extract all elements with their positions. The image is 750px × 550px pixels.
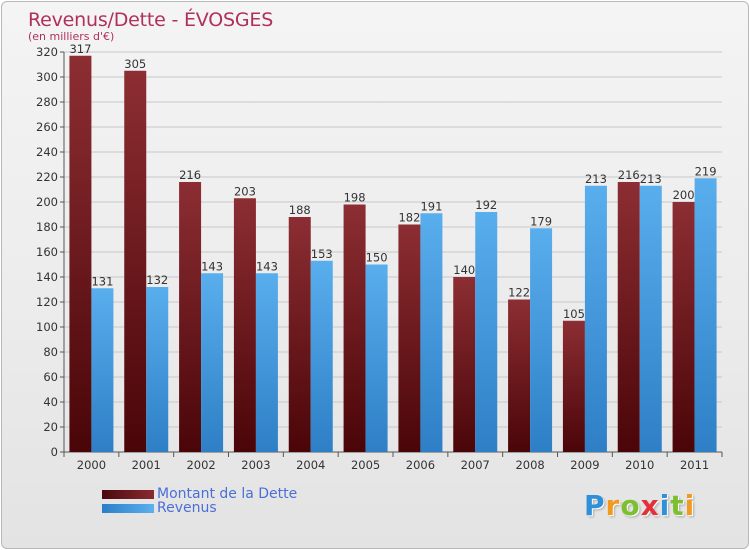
bar-revenue bbox=[584, 185, 607, 452]
legend-label-debt: Montant de la Dette bbox=[157, 486, 298, 502]
data-label-revenue: 131 bbox=[91, 274, 113, 288]
logo-letter: r bbox=[605, 489, 621, 522]
data-label-debt: 200 bbox=[673, 188, 695, 202]
y-tick-label: 80 bbox=[43, 345, 58, 359]
data-label-revenue: 219 bbox=[695, 164, 717, 178]
data-label-revenue: 143 bbox=[201, 259, 223, 273]
bar-debt bbox=[343, 204, 366, 452]
y-tick-label: 100 bbox=[36, 320, 58, 334]
y-tick-label: 200 bbox=[36, 195, 58, 209]
y-tick-label: 180 bbox=[36, 220, 58, 234]
data-label-revenue: 192 bbox=[475, 198, 497, 212]
bar-debt bbox=[124, 70, 147, 452]
bar-revenue bbox=[201, 273, 224, 452]
chart-subtitle: (en milliers d'€) bbox=[28, 30, 115, 43]
axis-layer: 0 20 40 60 80 100 120 140 160 180 200 220 240 260 280 3… bbox=[36, 45, 723, 472]
y-tick-label: 140 bbox=[36, 270, 58, 284]
bar-revenue bbox=[365, 264, 388, 452]
x-tick-label: 2005 bbox=[351, 458, 380, 472]
data-label-debt: 198 bbox=[344, 191, 366, 205]
logo-letter: i bbox=[684, 489, 696, 522]
bar-revenue bbox=[639, 185, 662, 452]
x-tick-label: 2002 bbox=[186, 458, 215, 472]
bars-layer bbox=[69, 55, 717, 452]
y-tick-label: 240 bbox=[36, 145, 58, 159]
data-label-revenue: 213 bbox=[640, 172, 662, 186]
bar-debt bbox=[233, 198, 256, 452]
legend-swatch-debt bbox=[102, 490, 154, 499]
y-tick-label: 220 bbox=[36, 170, 58, 184]
data-label-revenue: 213 bbox=[585, 172, 607, 186]
data-label-debt: 216 bbox=[179, 168, 201, 182]
bar-debt bbox=[617, 182, 640, 452]
x-tick-label: 2007 bbox=[461, 458, 490, 472]
y-tick-label: 320 bbox=[36, 45, 58, 59]
bar-revenue bbox=[91, 288, 114, 452]
data-label-revenue: 150 bbox=[366, 251, 388, 265]
x-tick-label: 2003 bbox=[241, 458, 270, 472]
x-tick-label: 2008 bbox=[515, 458, 544, 472]
grid-layer bbox=[64, 51, 722, 453]
data-label-debt: 216 bbox=[618, 168, 640, 182]
y-tick-label: 280 bbox=[36, 95, 58, 109]
proxiti-logo: Proxiti bbox=[584, 489, 695, 522]
y-tick-label: 0 bbox=[51, 445, 58, 459]
bar-debt bbox=[398, 224, 421, 452]
x-tick-label: 2011 bbox=[680, 458, 709, 472]
bar-debt bbox=[508, 299, 531, 452]
legend-swatch-revenue bbox=[102, 504, 154, 513]
bar-revenue bbox=[694, 178, 717, 452]
y-tick-label: 160 bbox=[36, 245, 58, 259]
data-label-revenue: 132 bbox=[146, 273, 168, 287]
chart-title: Revenus/Dette - ÉVOSGES bbox=[28, 9, 274, 31]
data-label-debt: 140 bbox=[453, 263, 475, 277]
data-label-debt: 203 bbox=[234, 184, 256, 198]
data-label-revenue: 153 bbox=[311, 247, 333, 261]
logo-letter: t bbox=[670, 489, 685, 522]
y-tick-label: 40 bbox=[43, 395, 58, 409]
data-label-debt: 182 bbox=[398, 211, 420, 225]
data-label-revenue: 191 bbox=[420, 199, 442, 213]
y-tick-label: 60 bbox=[43, 370, 58, 384]
data-label-revenue: 143 bbox=[256, 259, 278, 273]
logo-letter: x bbox=[640, 489, 660, 522]
bar-debt bbox=[69, 55, 92, 452]
bar-revenue bbox=[530, 228, 553, 452]
y-tick-label: 20 bbox=[43, 420, 58, 434]
bar-revenue bbox=[310, 260, 333, 452]
x-tick-label: 2010 bbox=[625, 458, 654, 472]
bar-debt bbox=[453, 277, 476, 452]
bar-revenue bbox=[146, 287, 169, 452]
bar-revenue bbox=[475, 212, 498, 452]
x-tick-label: 2001 bbox=[132, 458, 161, 472]
x-tick-label: 2009 bbox=[570, 458, 599, 472]
data-label-debt: 122 bbox=[508, 286, 530, 300]
bar-revenue bbox=[420, 213, 443, 452]
x-tick-label: 2004 bbox=[296, 458, 325, 472]
bar-debt bbox=[288, 217, 311, 452]
bar-revenue bbox=[255, 273, 278, 452]
logo-letter: o bbox=[620, 489, 641, 522]
bar-debt bbox=[562, 320, 585, 452]
data-label-revenue: 179 bbox=[530, 214, 552, 228]
legend-label-revenue: Revenus bbox=[157, 500, 217, 516]
y-tick-label: 120 bbox=[36, 295, 58, 309]
logo-letter: P bbox=[584, 489, 606, 522]
x-tick-label: 2000 bbox=[77, 458, 106, 472]
bar-debt bbox=[672, 202, 695, 452]
data-label-debt: 105 bbox=[563, 307, 585, 321]
y-tick-label: 260 bbox=[36, 120, 58, 134]
data-label-debt: 188 bbox=[289, 203, 311, 217]
logo-letter: i bbox=[659, 489, 671, 522]
y-tick-label: 300 bbox=[36, 70, 58, 84]
x-tick-label: 2006 bbox=[406, 458, 435, 472]
labels-layer: 3171313051322161432031431881531981501821… bbox=[69, 42, 716, 321]
data-label-debt: 305 bbox=[124, 57, 146, 71]
bar-debt bbox=[179, 182, 202, 452]
data-label-debt: 317 bbox=[69, 42, 91, 56]
